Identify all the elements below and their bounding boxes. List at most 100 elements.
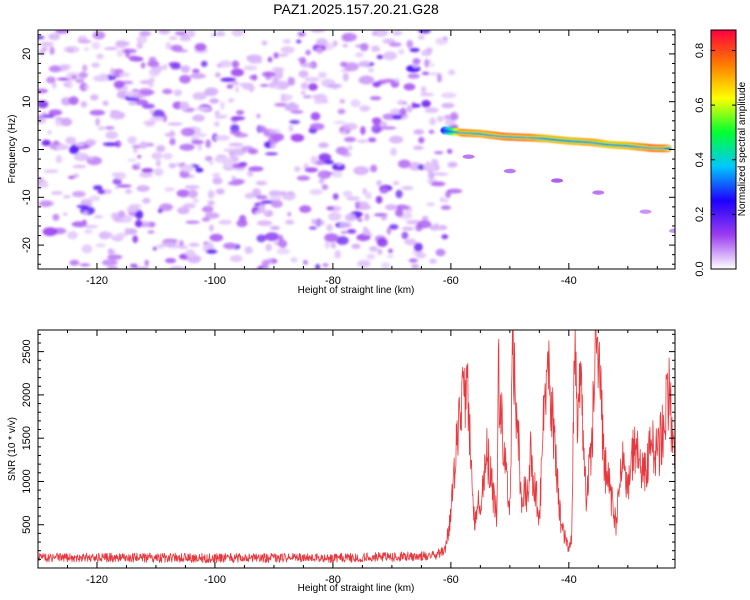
noise-blob <box>214 134 230 141</box>
noise-blob <box>406 39 414 49</box>
noise-blob <box>231 178 245 185</box>
noise-blob <box>197 142 203 151</box>
spectrogram-ticks <box>37 30 675 269</box>
noise-blob <box>315 47 324 54</box>
noise-blob <box>164 132 176 137</box>
noise-blob <box>162 152 173 160</box>
noise-blob <box>369 246 379 252</box>
noise-blob <box>276 248 291 255</box>
noise-blob <box>324 240 331 249</box>
noise-blob <box>398 48 405 55</box>
noise-blob <box>92 31 106 40</box>
noise-blob <box>269 194 282 202</box>
noise-blob <box>269 225 281 231</box>
noise-blob <box>393 78 400 83</box>
noise-blob <box>136 185 150 192</box>
noise-blob <box>413 242 423 252</box>
noise-blob <box>441 92 457 99</box>
snr-x-tick-labels: -120 -100 -80 -60 -40 <box>86 574 577 586</box>
noise-blob <box>428 129 435 134</box>
noise-blob <box>39 41 54 47</box>
noise-blob <box>201 217 211 222</box>
noise-blob <box>381 126 397 130</box>
noise-blob <box>51 191 63 195</box>
noise-blob <box>340 230 348 235</box>
spectrogram-x-tick-label: -120 <box>86 275 108 287</box>
noise-blob <box>332 40 338 47</box>
noise-blob <box>282 39 292 44</box>
noise-blob <box>152 246 157 251</box>
noise-blob <box>274 102 288 107</box>
noise-blob <box>244 246 253 255</box>
noise-blob <box>126 206 139 213</box>
noise-blob <box>228 150 235 157</box>
noise-blob <box>62 212 68 216</box>
noise-blob <box>247 169 254 177</box>
noise-blob <box>255 180 268 186</box>
colorbar-tick-label: 0.4 <box>694 152 706 167</box>
noise-blob <box>316 38 328 46</box>
noise-blob <box>390 108 402 116</box>
noise-blob <box>207 190 215 199</box>
noise-blob <box>288 124 294 132</box>
noise-blob <box>47 130 52 135</box>
noise-blob <box>205 241 214 249</box>
noise-blob <box>375 195 383 204</box>
noise-blob <box>427 171 435 180</box>
noise-blob <box>300 91 306 95</box>
noise-blob <box>120 216 129 220</box>
noise-blob <box>185 249 196 258</box>
noise-blob <box>346 229 357 234</box>
noise-blob <box>185 220 200 224</box>
noise-blob <box>425 47 433 54</box>
spectrogram-noise-blobs <box>38 30 463 269</box>
noise-blob <box>388 248 393 254</box>
noise-blob <box>132 94 146 99</box>
noise-blob <box>68 175 76 179</box>
noise-blob <box>445 191 451 198</box>
spectrogram-signal-trace <box>440 126 672 153</box>
noise-blob <box>215 31 226 37</box>
noise-blob <box>79 263 91 267</box>
snr-y-tick-labels: 500 1000 1500 2000 2500 <box>21 339 33 534</box>
noise-blob <box>373 213 388 217</box>
noise-blob <box>230 116 246 121</box>
noise-blob <box>204 155 213 162</box>
faint-branch-point <box>503 168 516 174</box>
noise-blob <box>261 259 270 268</box>
noise-blob <box>55 155 63 164</box>
noise-blob <box>207 200 215 206</box>
noise-blob <box>342 43 349 48</box>
noise-blob <box>148 56 157 62</box>
noise-blob <box>360 43 369 52</box>
noise-blob <box>220 101 225 110</box>
noise-blob <box>326 83 342 89</box>
noise-blob <box>362 228 371 236</box>
noise-blob <box>418 30 431 34</box>
noise-blob <box>77 39 92 44</box>
spectrogram-x-tick-label: -40 <box>561 275 577 287</box>
noise-blob <box>231 81 240 86</box>
noise-blob <box>423 163 436 169</box>
noise-blob <box>211 172 221 178</box>
noise-blob <box>261 71 276 77</box>
noise-blob <box>153 168 164 177</box>
noise-blob <box>149 108 155 115</box>
noise-blob <box>267 136 280 144</box>
noise-blob <box>331 170 343 178</box>
noise-blob <box>84 84 90 91</box>
noise-blob <box>179 143 195 151</box>
noise-blob <box>215 188 225 195</box>
noise-blob <box>368 68 375 73</box>
noise-blob <box>46 76 56 84</box>
noise-blob <box>297 57 304 62</box>
noise-blob <box>356 139 369 143</box>
noise-blob <box>155 244 166 249</box>
noise-blob <box>417 35 425 40</box>
snr-y-tick-label: 500 <box>21 516 33 534</box>
noise-blob <box>290 133 305 142</box>
noise-blob <box>377 248 383 255</box>
noise-blob <box>366 253 376 260</box>
noise-blob <box>406 105 413 113</box>
noise-blob <box>372 30 389 37</box>
